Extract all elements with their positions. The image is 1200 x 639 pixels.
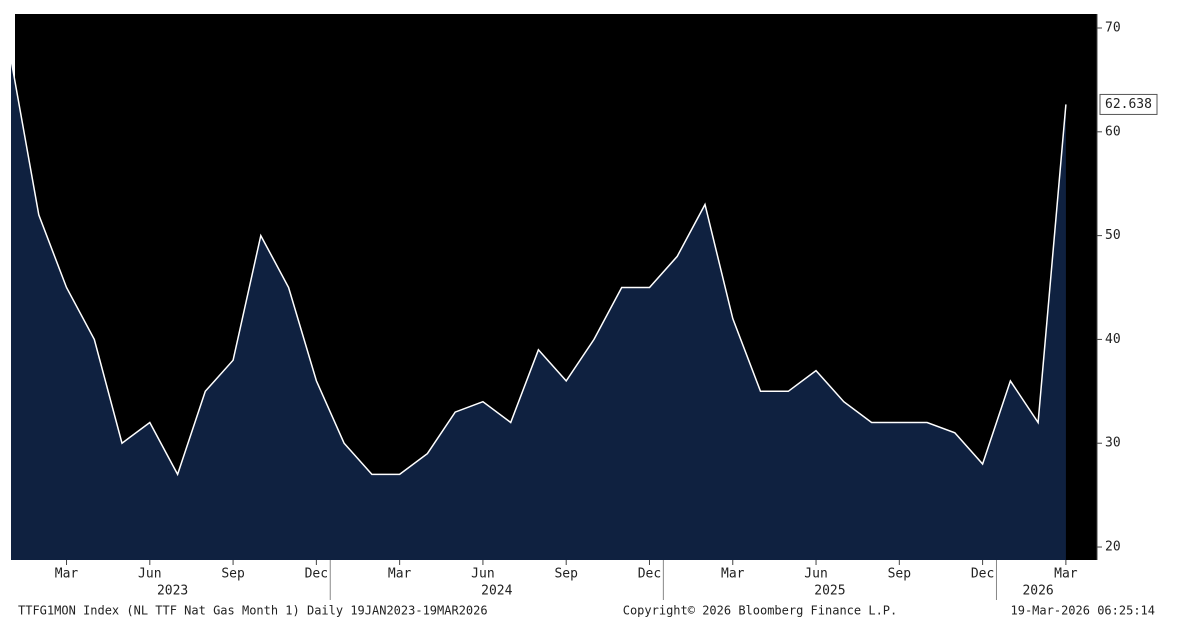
footer-right: 19-Mar-2026 06:25:14 (1011, 604, 1156, 618)
y-tick-label: 40 (1105, 332, 1121, 347)
x-tick-label: Dec (971, 567, 994, 582)
x-tick-label: Mar (1054, 567, 1078, 582)
year-label: 2024 (481, 584, 512, 599)
area-fill (11, 59, 1066, 560)
y-tick-label: 70 (1105, 21, 1121, 36)
last-value-box (1099, 93, 1158, 115)
last-value-label: 62.638 (1105, 97, 1152, 112)
y-tick-label: 30 (1105, 436, 1121, 451)
x-tick-label: Sep (888, 567, 912, 582)
y-tick-label: 50 (1105, 228, 1121, 243)
x-tick-label: Sep (554, 567, 578, 582)
x-tick-label: Mar (388, 567, 412, 582)
x-tick-label: Sep (221, 567, 245, 582)
price-line (10, 59, 1067, 477)
year-label: 2025 (814, 584, 845, 599)
x-tick-label: Jun (804, 567, 827, 582)
x-tick-label: Mar (721, 567, 745, 582)
y-tick-label: 20 (1105, 540, 1121, 555)
footer-left: TTFG1MON Index (NL TTF Nat Gas Month 1) … (18, 604, 488, 618)
year-label: 2026 (1022, 584, 1053, 599)
footer-center: Copyright© 2026 Bloomberg Finance L.P. (623, 604, 898, 618)
x-tick-label: Dec (638, 567, 661, 582)
y-tick-label: 60 (1105, 124, 1121, 139)
x-tick-label: Dec (305, 567, 328, 582)
year-label: 2023 (157, 584, 188, 599)
x-tick-label: Jun (138, 567, 161, 582)
x-tick-label: Jun (471, 567, 494, 582)
x-tick-label: Mar (55, 567, 79, 582)
